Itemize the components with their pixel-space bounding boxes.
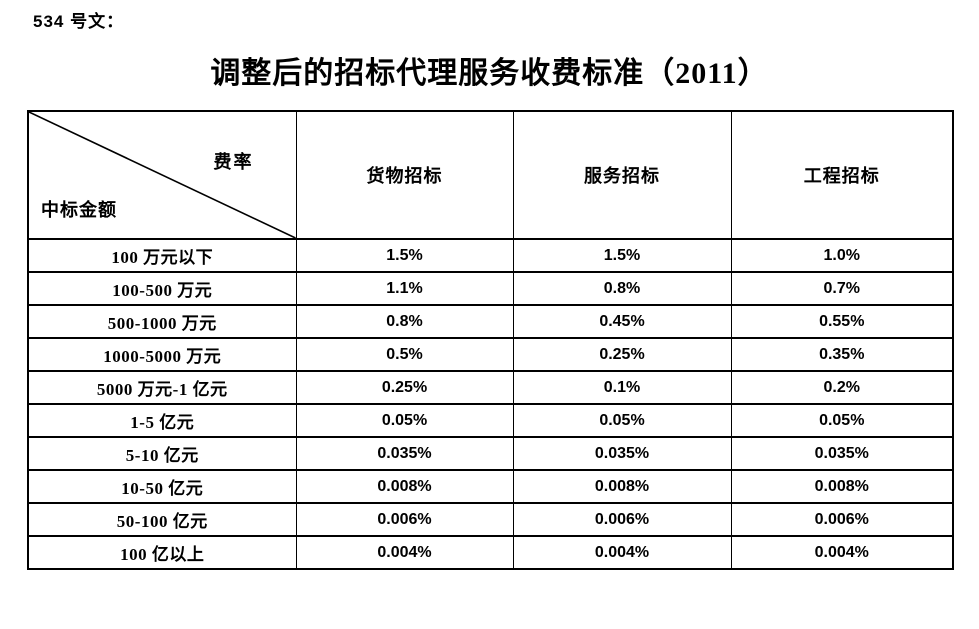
- fee-rate-table: 费率 中标金额 货物招标 服务招标 工程招标 100 万元以下 1.5% 1.5…: [27, 110, 954, 570]
- table-row: 1000-5000 万元 0.5% 0.25% 0.35%: [27, 337, 954, 372]
- table-row: 100 亿以上 0.004% 0.004% 0.004%: [27, 535, 954, 570]
- row-label: 5-10 亿元: [27, 436, 297, 471]
- row-label: 10-50 亿元: [27, 469, 297, 504]
- rate-cell: 0.55%: [730, 304, 954, 339]
- rate-cell: 0.25%: [295, 370, 514, 405]
- rate-cell: 0.035%: [730, 436, 954, 471]
- row-label: 1000-5000 万元: [27, 337, 297, 372]
- column-header-goods: 货物招标: [295, 110, 514, 240]
- rate-cell: 0.035%: [295, 436, 514, 471]
- corner-label-amount: 中标金额: [41, 200, 117, 220]
- column-header-works: 工程招标: [730, 110, 954, 240]
- table-row: 100-500 万元 1.1% 0.8% 0.7%: [27, 271, 954, 306]
- row-label: 500-1000 万元: [27, 304, 297, 339]
- rate-cell: 0.006%: [512, 502, 732, 537]
- row-label: 100 亿以上: [27, 535, 297, 570]
- rate-cell: 0.004%: [730, 535, 954, 570]
- rate-cell: 0.2%: [730, 370, 954, 405]
- table-row: 5-10 亿元 0.035% 0.035% 0.035%: [27, 436, 954, 471]
- rate-cell: 0.35%: [730, 337, 954, 372]
- rate-cell: 0.05%: [295, 403, 514, 438]
- rate-cell: 0.5%: [295, 337, 514, 372]
- row-label: 1-5 亿元: [27, 403, 297, 438]
- table-row: 5000 万元-1 亿元 0.25% 0.1% 0.2%: [27, 370, 954, 405]
- table-row: 50-100 亿元 0.006% 0.006% 0.006%: [27, 502, 954, 537]
- table-row: 1-5 亿元 0.05% 0.05% 0.05%: [27, 403, 954, 438]
- corner-header-cell: 费率 中标金额: [27, 110, 297, 240]
- rate-cell: 1.5%: [512, 238, 732, 273]
- row-label: 100 万元以下: [27, 238, 297, 273]
- rate-cell: 0.035%: [512, 436, 732, 471]
- rate-cell: 0.006%: [730, 502, 954, 537]
- rate-cell: 0.1%: [512, 370, 732, 405]
- corner-label-rate: 费率: [213, 152, 254, 172]
- doc-number-label: 534 号文：: [33, 12, 125, 31]
- rate-cell: 0.004%: [512, 535, 732, 570]
- rate-cell: 0.8%: [295, 304, 514, 339]
- rate-cell: 0.006%: [295, 502, 514, 537]
- rate-cell: 0.05%: [730, 403, 954, 438]
- rate-cell: 0.008%: [512, 469, 732, 504]
- rate-cell: 0.25%: [512, 337, 732, 372]
- diagonal-divider-line: [29, 112, 296, 238]
- rate-cell: 0.008%: [730, 469, 954, 504]
- rate-cell: 1.5%: [295, 238, 514, 273]
- rate-cell: 0.05%: [512, 403, 732, 438]
- rate-cell: 0.004%: [295, 535, 514, 570]
- rate-cell: 0.7%: [730, 271, 954, 306]
- column-header-services: 服务招标: [512, 110, 732, 240]
- rate-cell: 0.008%: [295, 469, 514, 504]
- table-header-row: 费率 中标金额 货物招标 服务招标 工程招标: [27, 110, 954, 240]
- row-label: 50-100 亿元: [27, 502, 297, 537]
- row-label: 100-500 万元: [27, 271, 297, 306]
- rate-cell: 1.1%: [295, 271, 514, 306]
- table-row: 10-50 亿元 0.008% 0.008% 0.008%: [27, 469, 954, 504]
- table-row: 500-1000 万元 0.8% 0.45% 0.55%: [27, 304, 954, 339]
- table-row: 100 万元以下 1.5% 1.5% 1.0%: [27, 238, 954, 273]
- rate-cell: 0.45%: [512, 304, 732, 339]
- page-title: 调整后的招标代理服务收费标准（2011）: [210, 57, 769, 90]
- rate-cell: 1.0%: [730, 238, 954, 273]
- row-label: 5000 万元-1 亿元: [27, 370, 297, 405]
- rate-cell: 0.8%: [512, 271, 732, 306]
